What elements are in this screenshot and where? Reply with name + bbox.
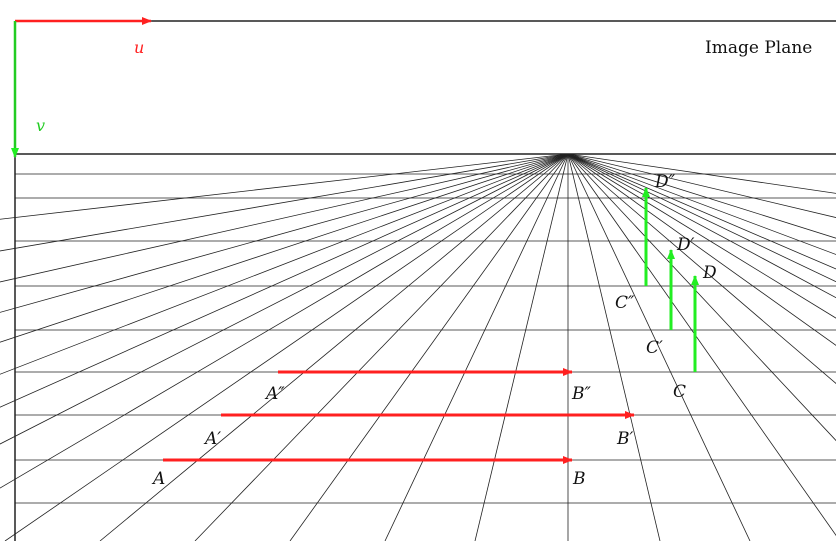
ray-22 (567, 153, 836, 319)
v-axis-label: v (36, 116, 45, 135)
label-C-prime: C′ (646, 338, 663, 358)
ray-11 (194, 153, 569, 541)
ray-14 (474, 153, 569, 541)
label-B-double-prime: B″ (571, 384, 591, 404)
ray-9 (4, 153, 569, 541)
label-A-double-prime: A″ (264, 384, 285, 404)
vanishing-rays (0, 153, 836, 541)
ray-7 (0, 153, 569, 445)
label-B-prime: B′ (616, 429, 633, 449)
ray-16 (567, 153, 661, 541)
ray-2 (0, 153, 569, 283)
ray-5 (0, 153, 569, 375)
ray-28 (567, 153, 836, 218)
label-D-double-prime: D″ (654, 172, 676, 192)
ray-23 (567, 153, 836, 299)
ray-0 (0, 153, 569, 220)
label-B: B (572, 469, 586, 489)
u-axis-label: u (134, 38, 144, 57)
ray-29 (567, 153, 836, 194)
ray-26 (567, 153, 836, 255)
label-D: D (702, 263, 717, 283)
label-D-prime: D′ (676, 235, 695, 255)
ray-17 (567, 153, 751, 541)
ray-10 (99, 153, 569, 541)
label-A: A (151, 469, 165, 489)
ray-21 (567, 153, 836, 346)
ray-4 (0, 153, 569, 343)
ray-12 (289, 153, 569, 541)
ray-19 (567, 153, 836, 442)
ray-8 (0, 153, 569, 489)
ray-25 (567, 153, 836, 270)
ray-3 (0, 153, 569, 313)
ray-27 (567, 153, 836, 239)
image-plane-title: Image Plane (705, 38, 812, 58)
ray-1 (0, 153, 569, 252)
ray-20 (567, 153, 836, 384)
ray-24 (567, 153, 836, 283)
label-C: C (673, 382, 686, 402)
ray-13 (384, 153, 569, 541)
label-A-prime: A′ (203, 429, 221, 449)
ray-6 (0, 153, 569, 408)
ray-18 (567, 153, 836, 537)
label-C-double-prime: C″ (615, 293, 635, 313)
